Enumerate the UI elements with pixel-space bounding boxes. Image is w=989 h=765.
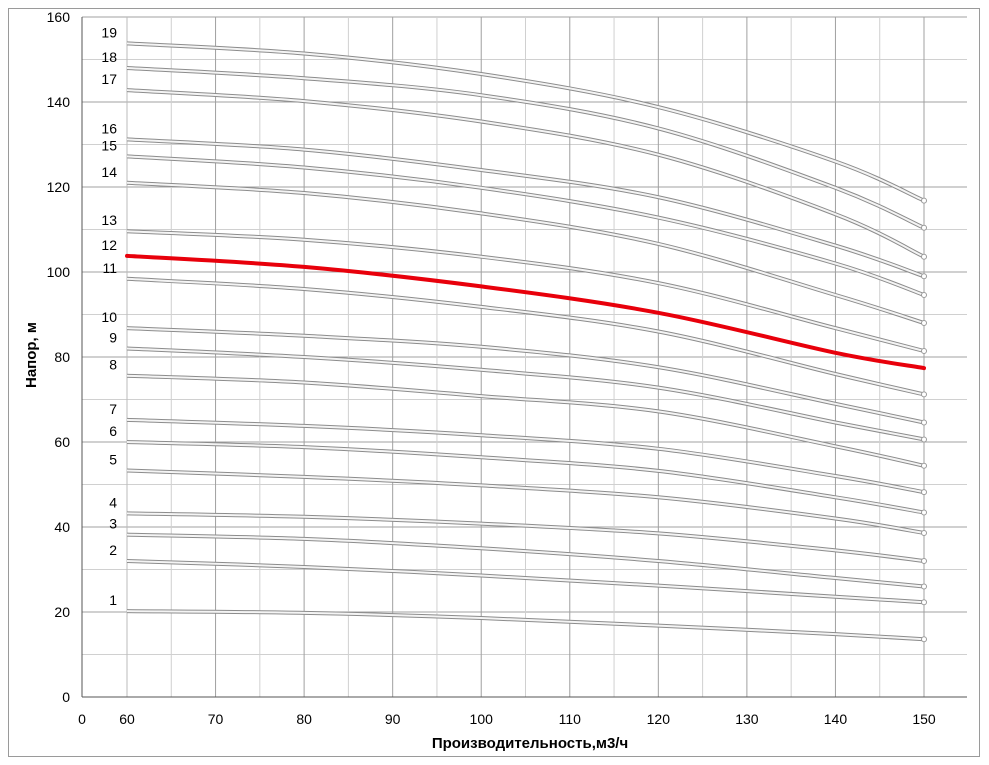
curve-label-6: 6 bbox=[109, 423, 117, 439]
x-tick-label: 60 bbox=[119, 711, 135, 727]
y-tick-label: 100 bbox=[47, 264, 71, 280]
y-tick-label: 160 bbox=[47, 9, 71, 25]
curve-end-marker bbox=[921, 224, 927, 231]
x-tick-label: 70 bbox=[208, 711, 224, 727]
x-tick-label: 130 bbox=[735, 711, 759, 727]
curve-3 bbox=[126, 533, 925, 588]
curve-end-marker bbox=[921, 583, 927, 590]
curve-label-19: 19 bbox=[101, 24, 117, 40]
curve-end-marker bbox=[921, 291, 927, 298]
curve-label-9: 9 bbox=[109, 330, 117, 346]
x-tick-label: 110 bbox=[559, 711, 582, 727]
curve-12-highlight bbox=[125, 253, 926, 371]
y-tick-label: 40 bbox=[54, 519, 70, 535]
curve-label-1: 1 bbox=[109, 592, 117, 608]
curve-end-marker bbox=[921, 599, 927, 606]
curve-15 bbox=[126, 155, 925, 296]
y-tick-label: 0 bbox=[62, 689, 70, 705]
curve-19 bbox=[126, 42, 925, 202]
curve-label-8: 8 bbox=[109, 357, 117, 373]
curve-label-14: 14 bbox=[101, 164, 117, 180]
curve-label-7: 7 bbox=[109, 401, 117, 417]
curve-end-marker bbox=[921, 320, 927, 326]
x-tick-label: 150 bbox=[912, 711, 936, 727]
axes bbox=[81, 17, 967, 698]
curve-label-5: 5 bbox=[109, 451, 117, 467]
chart-border bbox=[8, 8, 980, 757]
y-tick-label: 140 bbox=[47, 94, 71, 110]
curve-end-marker bbox=[921, 529, 927, 536]
y-tick-label: 20 bbox=[54, 604, 70, 620]
y-tick-label: 60 bbox=[54, 434, 70, 450]
curve-end-marker bbox=[921, 509, 927, 516]
curve-16 bbox=[126, 138, 925, 278]
curve-18 bbox=[126, 67, 925, 229]
x-tick-label: 140 bbox=[824, 711, 848, 727]
curve-end-marker bbox=[921, 348, 927, 355]
curve-end-marker bbox=[921, 436, 927, 443]
curve-end-marker bbox=[921, 419, 927, 426]
curve-11 bbox=[126, 277, 925, 396]
curve-end-marker bbox=[921, 558, 927, 564]
curve-5 bbox=[126, 469, 925, 534]
curve-4 bbox=[126, 512, 925, 562]
curve-label-15: 15 bbox=[101, 137, 117, 153]
curve-label-2: 2 bbox=[109, 542, 117, 558]
curve-end-marker bbox=[921, 197, 927, 204]
x-tick-label: 100 bbox=[470, 711, 494, 727]
x-tick-label: 80 bbox=[296, 711, 312, 727]
curve-8 bbox=[126, 374, 925, 467]
curve-end-marker bbox=[921, 489, 927, 496]
x-tick-label: 120 bbox=[647, 711, 671, 727]
curve-13 bbox=[126, 230, 925, 352]
curve-end-marker bbox=[921, 391, 927, 398]
curve-end-marker bbox=[921, 273, 927, 280]
x-axis-title: Производительность,м3/ч bbox=[432, 735, 628, 752]
curve-14 bbox=[126, 181, 925, 324]
curve-label-10: 10 bbox=[101, 309, 117, 325]
curve-label-18: 18 bbox=[101, 49, 117, 65]
curve-label-13: 13 bbox=[101, 212, 117, 228]
curve-label-11: 11 bbox=[102, 260, 117, 276]
y-tick-label: 120 bbox=[47, 179, 71, 195]
curves bbox=[125, 41, 927, 643]
y-tick-label: 80 bbox=[54, 349, 70, 365]
x-tick-label: 0 bbox=[78, 711, 86, 727]
curve-end-marker bbox=[921, 636, 927, 643]
curve-6 bbox=[126, 441, 925, 514]
curve-end-marker bbox=[921, 462, 927, 469]
curve-9 bbox=[126, 347, 925, 441]
curve-label-16: 16 bbox=[101, 120, 117, 136]
curve-17 bbox=[126, 89, 925, 258]
x-tick-label: 90 bbox=[385, 711, 401, 727]
curve-1 bbox=[126, 610, 925, 641]
curve-label-12: 12 bbox=[101, 237, 117, 253]
curve-label-4: 4 bbox=[109, 494, 117, 510]
curve-2 bbox=[126, 560, 925, 604]
curve-7 bbox=[126, 418, 925, 494]
curve-10 bbox=[126, 327, 925, 424]
curve-end-marker bbox=[921, 253, 927, 260]
y-axis-title: Напор, м bbox=[23, 322, 40, 388]
curve-label-3: 3 bbox=[109, 516, 117, 532]
curve-label-17: 17 bbox=[101, 71, 117, 87]
